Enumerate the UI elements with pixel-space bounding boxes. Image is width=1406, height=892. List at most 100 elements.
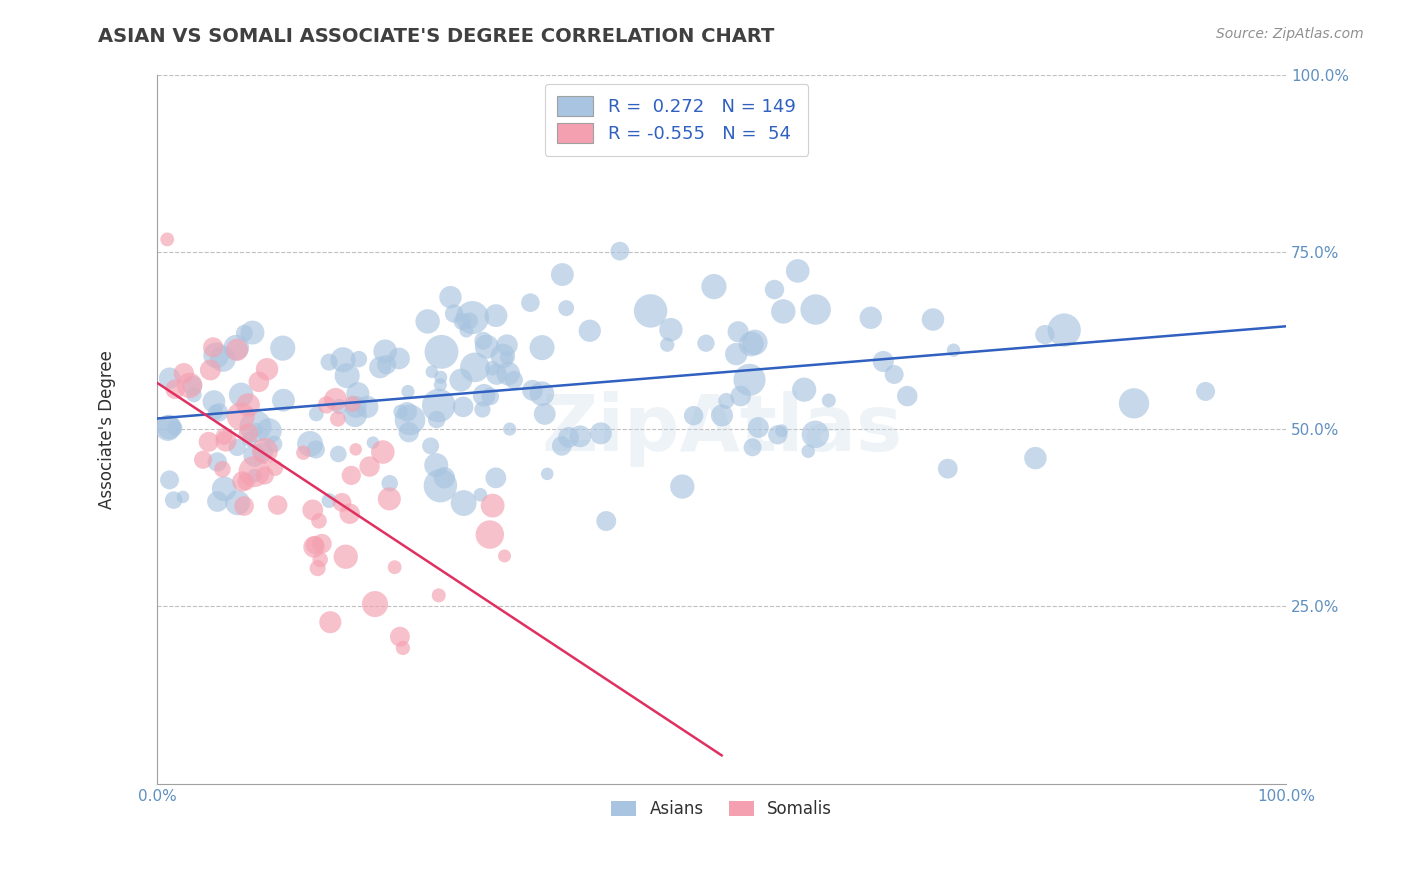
- Point: [347, 386, 370, 401]
- Point: [271, 341, 294, 355]
- Point: [786, 264, 808, 278]
- Point: [309, 552, 332, 566]
- Point: [872, 354, 894, 368]
- Point: [936, 461, 959, 475]
- Point: [451, 400, 474, 414]
- Point: [716, 393, 738, 408]
- Point: [239, 433, 262, 447]
- Point: [305, 442, 328, 457]
- Point: [859, 310, 882, 325]
- Point: [340, 468, 363, 483]
- Point: [243, 449, 266, 463]
- Point: [883, 368, 905, 382]
- Point: [1194, 384, 1216, 399]
- Point: [472, 334, 495, 348]
- Point: [197, 434, 219, 449]
- Point: [156, 421, 179, 435]
- Point: [200, 363, 222, 377]
- Point: [326, 412, 349, 426]
- Point: [481, 361, 503, 376]
- Point: [531, 341, 554, 355]
- Point: [496, 338, 519, 352]
- Point: [179, 378, 201, 392]
- Point: [388, 630, 411, 644]
- Point: [243, 468, 266, 483]
- Point: [212, 482, 235, 496]
- Point: [172, 490, 194, 504]
- Point: [157, 420, 180, 434]
- Point: [503, 373, 526, 387]
- Point: [207, 494, 229, 508]
- Point: [485, 368, 508, 382]
- Point: [344, 400, 367, 414]
- Point: [494, 549, 516, 563]
- Point: [344, 409, 367, 423]
- Point: [378, 476, 401, 491]
- Point: [243, 465, 266, 479]
- Point: [657, 337, 679, 351]
- Point: [183, 387, 205, 401]
- Point: [392, 640, 415, 655]
- Point: [371, 445, 394, 459]
- Point: [361, 435, 384, 450]
- Point: [740, 337, 762, 351]
- Point: [211, 351, 233, 366]
- Point: [399, 413, 422, 427]
- Point: [533, 407, 555, 421]
- Point: [336, 368, 359, 383]
- Point: [578, 324, 600, 338]
- Point: [461, 310, 484, 325]
- Point: [247, 375, 270, 389]
- Point: [264, 461, 287, 475]
- Text: Source: ZipAtlas.com: Source: ZipAtlas.com: [1216, 27, 1364, 41]
- Point: [519, 295, 541, 310]
- Point: [225, 341, 247, 355]
- Point: [640, 304, 662, 318]
- Point: [609, 244, 631, 259]
- Point: [374, 344, 396, 359]
- Point: [359, 459, 381, 474]
- Point: [156, 232, 179, 246]
- Point: [368, 360, 391, 375]
- Point: [725, 347, 748, 361]
- Point: [1053, 323, 1076, 337]
- Point: [236, 398, 259, 412]
- Point: [159, 371, 181, 385]
- Point: [711, 409, 734, 423]
- Point: [443, 307, 465, 321]
- Point: [763, 283, 786, 297]
- Point: [451, 314, 474, 328]
- Point: [205, 348, 228, 362]
- Point: [770, 424, 793, 438]
- Point: [464, 360, 486, 375]
- Legend: Asians, Somalis: Asians, Somalis: [605, 794, 839, 825]
- Point: [589, 426, 612, 441]
- Point: [804, 302, 827, 317]
- Point: [364, 597, 387, 611]
- Point: [308, 514, 330, 528]
- Point: [273, 393, 295, 408]
- Text: Associate's Degree: Associate's Degree: [97, 350, 115, 508]
- Point: [522, 384, 544, 398]
- Point: [1033, 327, 1056, 342]
- Point: [207, 455, 229, 469]
- Point: [551, 439, 574, 453]
- Point: [253, 443, 276, 458]
- Point: [318, 355, 340, 369]
- Point: [429, 370, 451, 384]
- Point: [478, 527, 501, 541]
- Point: [495, 351, 517, 365]
- Point: [427, 588, 450, 602]
- Point: [266, 498, 288, 512]
- Point: [555, 301, 578, 315]
- Point: [263, 437, 285, 451]
- Point: [257, 424, 280, 438]
- Point: [165, 382, 187, 396]
- Point: [229, 409, 252, 424]
- Point: [305, 407, 328, 421]
- Point: [378, 491, 401, 506]
- Point: [439, 290, 461, 304]
- Point: [485, 309, 508, 323]
- Point: [319, 615, 342, 630]
- Point: [766, 427, 789, 442]
